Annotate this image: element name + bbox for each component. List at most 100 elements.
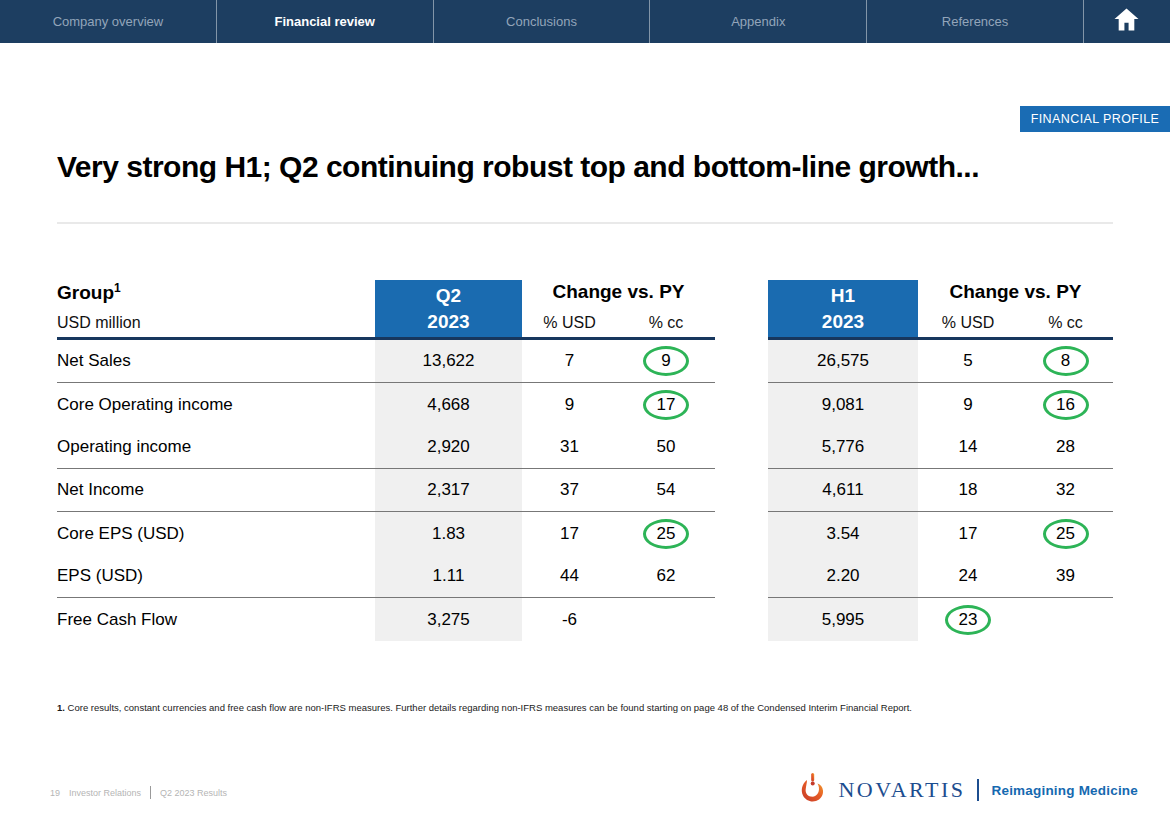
table-row: 4,611 18 32 <box>768 469 1113 512</box>
table-row: 5,995 23 <box>768 598 1113 641</box>
pct-usd-value: 7 <box>547 346 593 376</box>
pct-cc-value: 62 <box>643 561 689 591</box>
pct-usd-cell: 9 <box>522 390 617 420</box>
pct-cc-cell: 25 <box>1018 519 1113 549</box>
table-row: 9,081 9 16 <box>768 383 1113 426</box>
table-row: Net Income 2,317 37 54 <box>57 469 715 512</box>
pct-usd-cell: 14 <box>918 432 1018 462</box>
footer-divider <box>150 786 151 799</box>
pct-usd-cell: -6 <box>522 605 617 635</box>
title-divider <box>57 222 1113 224</box>
group-units-label: USD million <box>57 315 375 331</box>
novartis-logo-icon <box>799 772 826 808</box>
pct-cc-cell: 28 <box>1018 432 1113 462</box>
q2-table-header: Group1 USD million Q2 2023 Change vs. PY… <box>57 280 715 340</box>
pct-usd-cell: 9 <box>918 390 1018 420</box>
tab-financial-review[interactable]: Financial review <box>217 0 434 43</box>
financial-profile-badge: FINANCIAL PROFILE <box>1020 106 1170 132</box>
table-row: Operating income 2,920 31 50 <box>57 426 715 469</box>
metric-value-cell: 9,081 <box>768 383 918 426</box>
table-row: 3.54 17 25 <box>768 512 1113 555</box>
table-row: Core Operating income 4,668 9 17 <box>57 383 715 426</box>
pct-usd-cell: 44 <box>522 561 617 591</box>
metric-value-cell: 5,776 <box>768 426 918 468</box>
metric-value-cell: 2,317 <box>375 469 522 511</box>
metric-value-cell: 1.83 <box>375 512 522 555</box>
metric-value-cell: 1.11 <box>375 555 522 597</box>
h1-change-header: Change vs. PY % USD % cc <box>918 280 1113 337</box>
table-row: Net Sales 13,622 7 9 <box>57 340 715 383</box>
pct-cc-value: 50 <box>643 432 689 462</box>
pct-cc-value: 9 <box>643 346 689 376</box>
pct-cc-cell: 25 <box>617 519 715 549</box>
tab-references[interactable]: References <box>867 0 1084 43</box>
q2-change-header: Change vs. PY % USD % cc <box>522 280 715 337</box>
pct-cc-value: 39 <box>1043 561 1089 591</box>
metric-value-cell: 3.54 <box>768 512 918 555</box>
tab-company-overview[interactable]: Company overview <box>0 0 217 43</box>
metric-label: Free Cash Flow <box>57 610 375 630</box>
pct-cc-value: 32 <box>1043 475 1089 505</box>
footer-section: Investor Relations <box>69 788 141 798</box>
footnote-ref: 1 <box>114 281 121 295</box>
page-number: 19 <box>50 788 60 798</box>
tab-conclusions[interactable]: Conclusions <box>434 0 651 43</box>
pct-cc-value: 28 <box>1043 432 1089 462</box>
pct-cc-value: 17 <box>643 390 689 420</box>
h1-table-header: H1 2023 Change vs. PY % USD % cc <box>768 280 1113 340</box>
tab-appendix[interactable]: Appendix <box>650 0 867 43</box>
pct-cc-cell <box>617 605 715 635</box>
novartis-wordmark: NOVARTIS <box>838 777 965 803</box>
pct-usd-value: 17 <box>547 519 593 549</box>
top-navigation: Company overview Financial review Conclu… <box>0 0 1170 43</box>
metric-label: Core Operating income <box>57 395 375 415</box>
pct-usd-value: 18 <box>945 475 991 505</box>
group-header: Group1 USD million <box>57 280 375 337</box>
footnote: 1. Core results, constant currencies and… <box>57 702 1113 713</box>
pct-cc-cell: 9 <box>617 346 715 376</box>
group-title: Group1 <box>57 282 375 302</box>
pct-cc-value: 8 <box>1043 346 1089 376</box>
pct-usd-value: 9 <box>945 390 991 420</box>
pct-usd-value: 17 <box>945 519 991 549</box>
q2-table-body: Net Sales 13,622 7 9 Core Operating inco… <box>57 340 715 641</box>
pct-usd-cell: 31 <box>522 432 617 462</box>
metric-value-cell: 4,668 <box>375 383 522 426</box>
footer-subsection: Q2 2023 Results <box>160 788 227 798</box>
pct-usd-value: 5 <box>945 346 991 376</box>
table-row: 2.20 24 39 <box>768 555 1113 598</box>
metric-label: Net Income <box>57 480 375 500</box>
change-vs-py-label: Change vs. PY <box>522 282 715 301</box>
pct-cc-value: 16 <box>1043 390 1089 420</box>
pct-usd-cell: 23 <box>918 605 1018 635</box>
footnote-marker: 1. <box>57 702 65 713</box>
pct-cc-cell <box>1018 605 1113 635</box>
pct-cc-value: 25 <box>643 519 689 549</box>
table-row: Core EPS (USD) 1.83 17 25 <box>57 512 715 555</box>
brand-tagline: Reimagining Medicine <box>991 783 1138 798</box>
table-row: 26,575 5 8 <box>768 340 1113 383</box>
novartis-brand: NOVARTIS Reimagining Medicine <box>799 770 1138 810</box>
q2-table: Group1 USD million Q2 2023 Change vs. PY… <box>57 280 715 641</box>
pct-cc-value: 54 <box>643 475 689 505</box>
pct-usd-value: 14 <box>945 432 991 462</box>
metric-value-cell: 2.20 <box>768 555 918 597</box>
metric-value-cell: 3,275 <box>375 598 522 641</box>
pct-usd-cell: 24 <box>918 561 1018 591</box>
q2-period-header: Q2 2023 <box>375 280 522 337</box>
pct-cc-column-label: % cc <box>1018 315 1113 331</box>
table-row: 5,776 14 28 <box>768 426 1113 469</box>
pct-usd-value: 31 <box>547 432 593 462</box>
h1-table: H1 2023 Change vs. PY % USD % cc 26,575 … <box>768 280 1113 641</box>
pct-cc-cell: 62 <box>617 561 715 591</box>
pct-cc-cell: 17 <box>617 390 715 420</box>
pct-cc-cell: 39 <box>1018 561 1113 591</box>
h1-table-body: 26,575 5 8 9,081 9 16 5,776 14 28 4,611 … <box>768 340 1113 641</box>
pct-usd-value: -6 <box>547 605 593 635</box>
metric-label: Net Sales <box>57 351 375 371</box>
pct-usd-cell: 7 <box>522 346 617 376</box>
metric-value-cell: 13,622 <box>375 340 522 382</box>
pct-usd-column-label: % USD <box>918 315 1018 331</box>
footnote-text: Core results, constant currencies and fr… <box>65 702 912 713</box>
home-tab[interactable] <box>1084 0 1170 43</box>
